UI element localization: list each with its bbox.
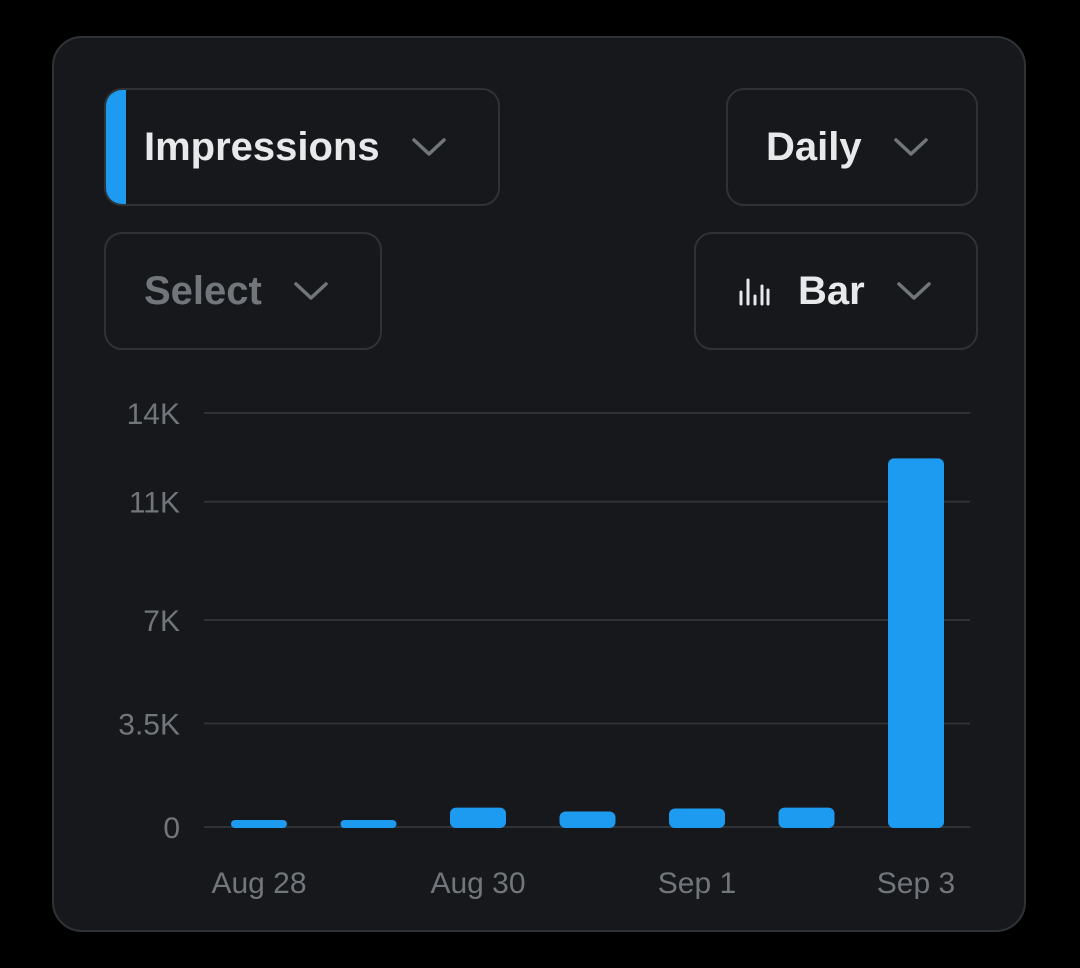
period-dropdown[interactable]: Daily (726, 88, 978, 206)
x-tick-label: Sep 1 (658, 867, 736, 900)
y-tick-label: 14K (127, 398, 180, 431)
chevron-down-icon (411, 138, 446, 156)
analytics-card: Impressions Daily Select Bar (52, 36, 1026, 932)
x-tick-label: Sep 3 (877, 867, 955, 900)
bar-sep-3[interactable] (888, 458, 944, 828)
chevron-down-icon (896, 282, 931, 300)
period-dropdown-label: Daily (766, 124, 862, 169)
metric-dropdown-label: Impressions (144, 124, 380, 169)
bar-aug-31[interactable] (559, 811, 616, 828)
bar-sep-2[interactable] (778, 807, 835, 828)
chevron-down-icon (294, 282, 328, 300)
x-tick-label: Aug 30 (430, 867, 525, 900)
chevron-down-icon (893, 138, 928, 156)
metric-color-indicator (106, 90, 126, 204)
metric-dropdown[interactable]: Impressions (104, 88, 500, 206)
chart-type-dropdown-label: Bar (798, 268, 865, 313)
compare-dropdown[interactable]: Select (104, 232, 382, 350)
bar-chart-icon (739, 278, 770, 306)
bar-sep-1[interactable] (669, 808, 725, 828)
compare-dropdown-placeholder: Select (144, 268, 262, 313)
bar-aug-29[interactable] (340, 820, 397, 828)
y-tick-label: 3.5K (118, 709, 180, 742)
x-tick-label: Aug 28 (211, 867, 306, 900)
chart-type-dropdown[interactable]: Bar (694, 232, 978, 350)
y-tick-label: 11K (129, 487, 180, 520)
bar-aug-28[interactable] (231, 820, 287, 828)
y-tick-label: 7K (143, 605, 180, 638)
y-tick-label: 0 (163, 812, 180, 845)
bar-aug-30[interactable] (450, 807, 506, 828)
